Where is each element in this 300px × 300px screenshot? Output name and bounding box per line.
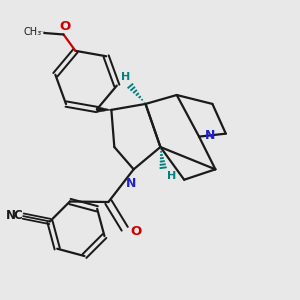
Text: N: N bbox=[125, 177, 136, 190]
Text: H: H bbox=[167, 171, 176, 181]
Text: methoxy: methoxy bbox=[40, 31, 46, 32]
Text: O: O bbox=[59, 20, 70, 33]
Text: C: C bbox=[13, 209, 22, 222]
Polygon shape bbox=[97, 106, 111, 112]
Text: H: H bbox=[121, 72, 130, 82]
Text: CH₃: CH₃ bbox=[24, 27, 42, 37]
Text: O: O bbox=[130, 225, 141, 238]
Text: N: N bbox=[204, 129, 215, 142]
Text: N: N bbox=[6, 209, 16, 222]
